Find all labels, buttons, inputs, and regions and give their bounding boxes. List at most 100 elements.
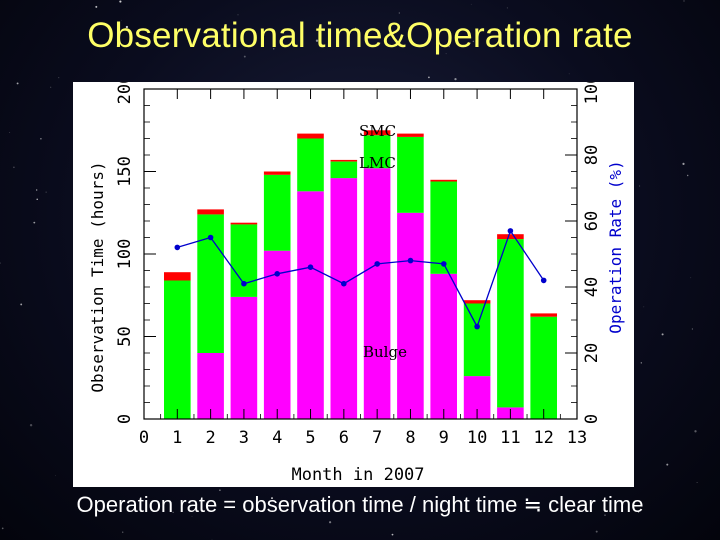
bar-lmc-month-6 xyxy=(330,161,358,179)
bar-lmc-month-4 xyxy=(263,174,291,251)
star xyxy=(33,221,36,224)
axes-group: 0 1 2 3 4 5 6 7 8 9 10 11 12 130501001502000204060801… xyxy=(115,82,602,448)
operation-rate-point-month-5 xyxy=(307,264,314,270)
star xyxy=(661,333,664,336)
star xyxy=(329,521,332,524)
star xyxy=(29,424,33,427)
bar-bulge-month-3 xyxy=(230,296,258,419)
star xyxy=(9,132,11,133)
bar-bulge-month-7 xyxy=(363,168,391,419)
star xyxy=(687,174,689,177)
star xyxy=(36,198,38,201)
star xyxy=(40,137,42,140)
operation-rate-point-month-1 xyxy=(174,244,181,251)
operation-rate-line-group xyxy=(174,228,547,330)
operation-rate-point-month-12 xyxy=(540,277,547,284)
x-tick-label: 12 xyxy=(533,428,553,448)
y-tick-label: 50 xyxy=(115,326,135,346)
bar-lmc-month-11 xyxy=(497,239,524,408)
y-tick-label: 150 xyxy=(115,156,135,187)
star xyxy=(454,77,457,81)
x-tick-label: 5 xyxy=(305,428,315,448)
operation-rate-line xyxy=(177,229,545,329)
bar-lmc-month-9 xyxy=(430,181,457,274)
slide-title: Observational time&Operation rate xyxy=(87,16,633,55)
annotation-lmc: LMC xyxy=(359,154,396,172)
star xyxy=(95,5,98,8)
star xyxy=(20,303,23,306)
operation-rate-point-month-11 xyxy=(507,228,514,234)
y2-tick-label: 100 xyxy=(582,82,602,104)
bar-smc-month-2 xyxy=(197,209,224,215)
x-tick-label: 8 xyxy=(405,428,415,448)
star xyxy=(694,430,697,433)
y2-tick-label: 40 xyxy=(582,277,602,297)
bar-bulge-month-2 xyxy=(197,353,224,419)
operation-rate-point-month-2 xyxy=(207,234,214,241)
bar-smc-month-9 xyxy=(430,179,457,182)
star xyxy=(643,306,645,308)
stacked-bar-chart: 0 1 2 3 4 5 6 7 8 9 10 11 12 130501001502000204060801… xyxy=(88,82,625,485)
star xyxy=(36,189,38,191)
star xyxy=(16,82,19,85)
star xyxy=(595,530,598,533)
star xyxy=(682,162,685,165)
star xyxy=(58,77,60,79)
star xyxy=(50,86,52,88)
x-tick-label: 3 xyxy=(239,428,249,448)
star xyxy=(13,166,15,169)
bar-smc-month-6 xyxy=(330,159,358,162)
bar-smc-month-12 xyxy=(530,313,557,317)
operation-rate-point-month-8 xyxy=(407,257,414,264)
bar-smc-month-4 xyxy=(263,171,291,175)
star xyxy=(211,538,213,540)
operation-rate-point-month-4 xyxy=(274,271,280,277)
bar-bulge-month-5 xyxy=(297,191,324,419)
bars-group xyxy=(164,130,557,420)
star xyxy=(219,489,221,492)
star xyxy=(639,185,641,187)
y-axis-label: Observation Time (hours) xyxy=(88,161,107,392)
bar-bulge-month-4 xyxy=(263,250,291,419)
bar-lmc-month-7 xyxy=(363,135,391,169)
operation-rate-point-month-9 xyxy=(441,261,447,267)
bar-lmc-month-12 xyxy=(530,316,557,419)
star xyxy=(568,73,570,75)
star xyxy=(427,76,430,79)
annotation-smc: SMC xyxy=(359,122,396,140)
bar-smc-month-7 xyxy=(363,130,391,136)
bar-bulge-month-9 xyxy=(430,273,457,419)
x-tick-label: 4 xyxy=(272,428,282,448)
star xyxy=(1,527,4,530)
y2-axis-label: Operation Rate (%) xyxy=(606,160,625,333)
bar-lmc-month-5 xyxy=(297,138,324,192)
y-tick-label: 100 xyxy=(115,239,135,270)
bar-smc-month-5 xyxy=(297,133,324,139)
x-tick-label: 10 xyxy=(467,428,487,448)
y-tick-label: 200 xyxy=(115,82,135,104)
star xyxy=(470,3,472,5)
operation-rate-point-month-6 xyxy=(341,280,347,287)
star xyxy=(398,12,400,14)
operation-rate-point-month-10 xyxy=(474,323,480,330)
y-tick-label: 0 xyxy=(115,414,135,424)
bar-lmc-month-1 xyxy=(164,280,191,419)
star xyxy=(683,0,685,2)
star xyxy=(391,533,394,536)
operation-rate-point-month-3 xyxy=(241,280,247,287)
chart-panel: 0 1 2 3 4 5 6 7 8 9 10 11 12 13 0 50 100 150 200 0 20 40 60 80 1… xyxy=(73,82,634,487)
footer-note: Operation rate = observation time / nigh… xyxy=(76,492,644,517)
x-tick-label: 1 xyxy=(172,428,182,448)
y2-tick-label: 80 xyxy=(582,145,602,165)
star xyxy=(55,475,56,477)
star xyxy=(0,262,1,264)
y2-tick-label: 20 xyxy=(582,343,602,363)
star xyxy=(506,7,508,9)
bar-smc-month-11 xyxy=(497,234,524,240)
operation-rate-point-month-7 xyxy=(374,261,381,267)
bar-smc-month-8 xyxy=(397,133,424,137)
star xyxy=(640,362,642,364)
x-tick-label: 0 xyxy=(139,428,149,448)
star xyxy=(122,531,124,533)
star xyxy=(696,481,698,484)
